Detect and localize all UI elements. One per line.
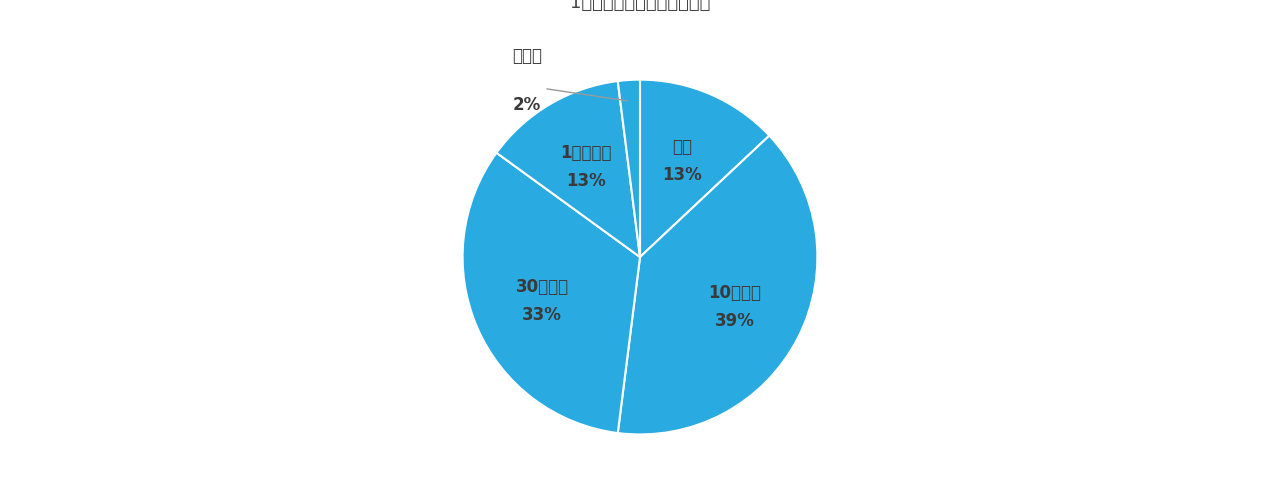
Wedge shape [618,80,640,257]
Text: 数時間: 数時間 [512,47,543,66]
Text: 1時間程度: 1時間程度 [561,144,612,162]
Text: 2%: 2% [512,96,540,113]
Text: 13%: 13% [566,172,605,191]
Text: 13%: 13% [662,166,703,184]
Wedge shape [618,136,818,434]
Text: 39%: 39% [716,312,755,330]
Text: 30分程度: 30分程度 [516,278,568,296]
Wedge shape [640,80,769,257]
Wedge shape [462,153,640,433]
Text: 10分程度: 10分程度 [708,284,762,302]
Wedge shape [497,81,640,257]
Text: 33%: 33% [522,306,562,324]
Text: 数分: 数分 [672,138,692,156]
Title: 1回のオナニーにかける時間: 1回のオナニーにかける時間 [570,0,710,12]
